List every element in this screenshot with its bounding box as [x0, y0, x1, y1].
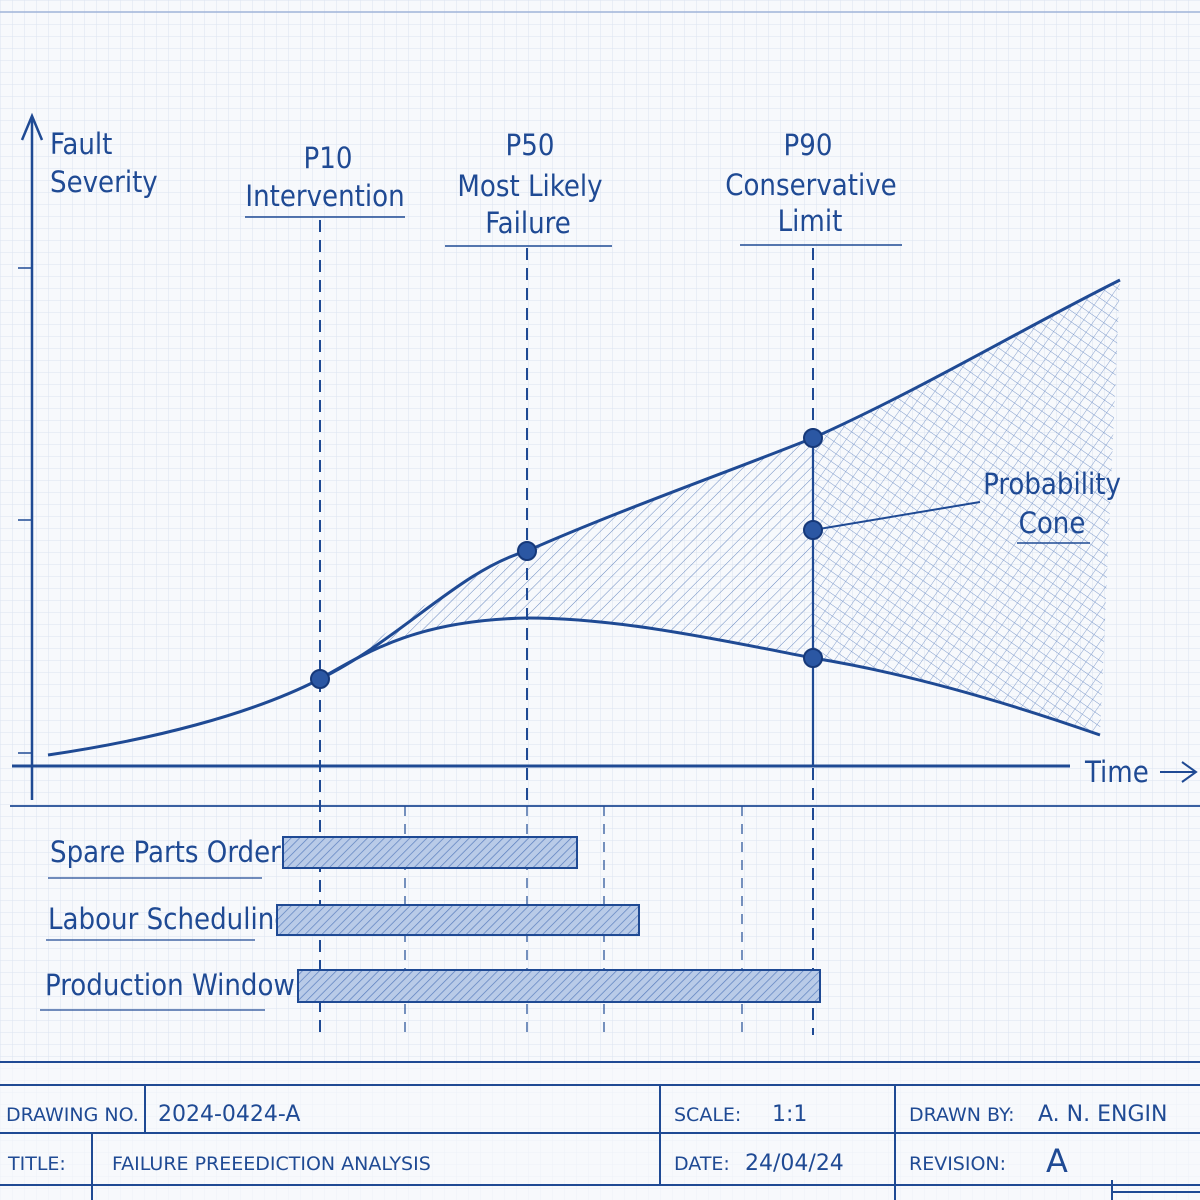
severity-curves: [47, 278, 1121, 757]
x-axis-label: Time: [1084, 755, 1149, 789]
marker-lines: [319, 220, 814, 1035]
p50-title: P50: [506, 128, 555, 162]
title-block: DRAWING NO. 2024-0424-A SCALE: 1:1 DRAWN…: [0, 1061, 1200, 1200]
date-value: 24/04/24: [745, 1151, 844, 1176]
title-label: TITLE:: [7, 1153, 66, 1175]
task-labour-scheduling: Labour Scheduling: [46, 902, 640, 941]
revision-value: A: [1046, 1142, 1068, 1180]
p10-subtitle: Intervention: [245, 179, 404, 213]
task-production-window: Production Window: [40, 968, 821, 1011]
drawn-by-label: DRAWN BY:: [909, 1104, 1015, 1126]
p50-subtitle: Most Likely: [457, 169, 602, 203]
drawn-by-value: A. N. ENGIN: [1038, 1102, 1167, 1127]
task-label: Spare Parts Order: [50, 835, 281, 869]
task-bar: [297, 969, 821, 1003]
task-label: Production Window: [45, 968, 295, 1002]
x-axis: [12, 761, 1198, 783]
drawing-no-label: DRAWING NO.: [6, 1104, 139, 1126]
task-label: Labour Scheduling: [48, 902, 291, 936]
scale-value: 1:1: [772, 1102, 807, 1127]
y-axis-label-1: Fault: [50, 127, 112, 161]
probability-cone-outer: [813, 280, 1120, 735]
title-value: FAILURE PREEEDICTION ANALYSIS: [112, 1153, 431, 1175]
p10-title: P10: [304, 141, 353, 175]
revision-label: REVISION:: [909, 1153, 1006, 1175]
p90-title: P90: [784, 128, 833, 162]
drawing-no: 2024-0424-A: [158, 1102, 300, 1127]
y-axis: [18, 112, 44, 800]
task-bar: [276, 904, 640, 936]
cone-label-1: Probability: [983, 467, 1121, 501]
p90-subtitle: Conservative: [725, 168, 896, 202]
scale-label: SCALE:: [674, 1104, 741, 1126]
cone-label-2: Cone: [1019, 506, 1086, 540]
task-bar: [282, 836, 578, 869]
p90-subtitle-2: Limit: [778, 204, 843, 238]
p50-subtitle-2: Failure: [485, 206, 571, 240]
task-spare-parts: Spare Parts Order: [48, 835, 578, 879]
date-label: DATE:: [674, 1153, 730, 1175]
data-points: [310, 428, 823, 689]
y-axis-label-2: Severity: [50, 165, 158, 199]
probability-cone-inner: [360, 438, 813, 658]
